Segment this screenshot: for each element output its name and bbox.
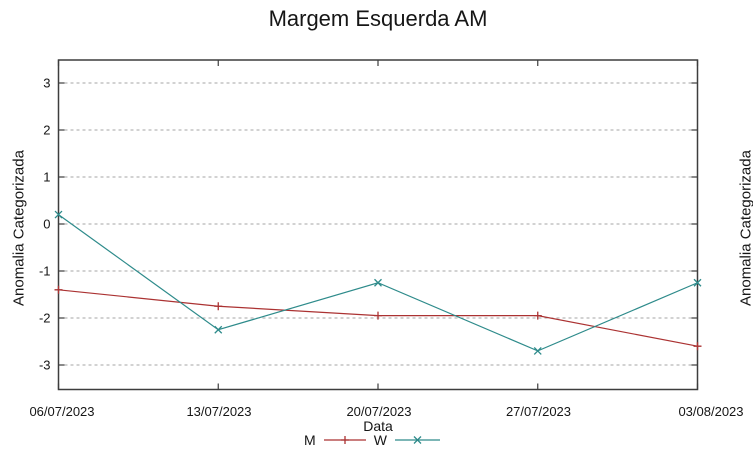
legend-item-m: M	[304, 432, 367, 448]
marker-cross	[693, 278, 702, 287]
y-tick-label: 0	[43, 217, 50, 232]
marker-plus	[693, 342, 702, 351]
marker-plus	[533, 311, 542, 320]
x-tick-label: 03/08/2023	[678, 404, 743, 419]
plot-frame	[57, 59, 699, 391]
marker-plus	[214, 302, 223, 311]
marker-plus	[374, 311, 382, 320]
legend: M W	[0, 432, 745, 448]
right-chart-ylabel: Anomalia Categorizada	[737, 150, 753, 306]
y-tick-label: 2	[43, 123, 50, 138]
marker-cross	[374, 278, 382, 287]
y-tick-label: 1	[43, 170, 50, 185]
y-tick-label: 3	[43, 76, 50, 91]
chart-title: Margem Esquerda AM	[268, 6, 488, 31]
legend-sample-stroke	[340, 436, 349, 444]
legend-sample-stroke	[413, 436, 422, 444]
y-tick-label: -2	[39, 311, 51, 326]
legend-sample-line-w	[394, 436, 440, 444]
x-tick-label: 13/07/2023	[186, 404, 251, 419]
x-tick-label: 06/07/2023	[29, 404, 94, 419]
marker-cross	[214, 325, 223, 334]
x-tick-label: 20/07/2023	[346, 404, 411, 419]
legend-item-w: W	[374, 432, 441, 448]
marker-cross	[533, 346, 542, 355]
y-tick-label: -3	[39, 358, 51, 373]
x-tick-label: 27/07/2023	[506, 404, 571, 419]
marker-cross	[54, 210, 63, 219]
y-tick-label: -1	[39, 264, 51, 279]
legend-sample-line-m	[323, 436, 366, 444]
legend-label-w: W	[373, 432, 387, 448]
legend-label-m: M	[304, 432, 316, 448]
marker-plus	[54, 285, 63, 294]
x-axis-label: Data	[363, 418, 393, 434]
